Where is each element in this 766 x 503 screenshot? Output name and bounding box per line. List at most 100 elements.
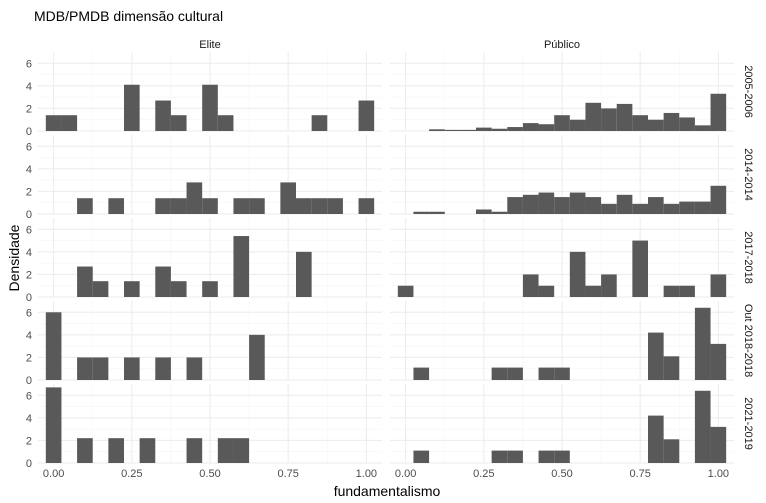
histogram-bar [554,115,570,131]
histogram-bar [108,438,124,463]
histogram-bar [694,307,711,380]
x-tick-label: 0.25 [473,468,494,480]
histogram-bar [186,438,203,463]
histogram-bar [170,198,187,214]
histogram-bar [585,102,602,131]
x-tick-label: 0.75 [629,468,650,480]
y-tick-label: 6 [26,307,32,319]
histogram-bar [77,357,93,380]
histogram-bar [45,387,62,463]
x-tick-label: 0.25 [121,468,142,480]
y-tick-label: 2 [26,352,32,364]
histogram-bar [413,211,430,214]
histogram-bar [710,185,727,214]
histogram-bar [538,367,555,380]
histogram-bar [358,100,375,131]
histogram-bar [507,197,523,214]
histogram-bar [710,93,727,131]
histogram-bar [217,115,234,131]
histogram-bar [507,367,523,380]
y-tick-label: 4 [26,413,32,425]
histogram-bar [710,426,727,463]
histogram-bar [155,357,171,380]
histogram-bar [217,438,234,463]
histogram-bar [155,266,171,297]
histogram-bar [92,281,109,297]
histogram-bar [460,129,476,131]
histogram-bar [648,415,664,463]
histogram-bar [554,367,570,380]
x-tick-label: 0.50 [199,468,220,480]
histogram-bar [538,124,555,131]
histogram-bar [429,129,445,131]
y-tick-label: 2 [26,186,32,198]
histogram-bar [108,198,124,214]
histogram-bar [491,211,508,214]
histogram-bar [476,127,492,131]
histogram-bar [202,281,218,297]
histogram-bar [249,198,265,214]
histogram-bar [476,209,492,214]
histogram-bar [397,285,414,297]
x-tick-label: 1.00 [708,468,729,480]
y-tick-label: 0 [26,126,32,138]
x-tick-label: 0.50 [551,468,572,480]
strip-row-label: 2014-2014 [742,148,754,201]
histogram-bar [280,182,296,214]
histogram-bar [569,119,586,131]
y-tick-label: 4 [26,330,32,342]
histogram-bar [202,84,218,131]
histogram-bar [522,194,539,214]
strip-row-label: 2021-2019 [742,397,754,450]
histogram-bar [616,194,633,214]
histogram-bar [429,211,445,214]
histogram-bar [233,198,250,214]
panel-grid: 0 2 4 6 2005-2006 0 2 4 6 2014-2014 0 2 4 6 2017-2018 0… [26,52,754,480]
histogram-bar [45,312,62,380]
histogram-bar [569,251,586,297]
histogram-bar [694,125,711,131]
histogram-bar [233,438,250,463]
y-tick-label: 0 [26,292,32,304]
histogram-bar [491,128,508,131]
histogram-bar [186,182,203,214]
histogram-bar [679,285,695,297]
histogram-bar [311,198,328,214]
strip-col-elite: Elite [199,39,220,51]
histogram-bar [92,357,109,380]
histogram-bar [124,84,140,131]
histogram-bar [507,127,523,131]
histogram-bar [632,203,648,214]
y-tick-label: 6 [26,224,32,236]
y-tick-label: 6 [26,141,32,153]
strip-col-publico: Público [544,39,580,51]
histogram-bar [522,274,539,297]
histogram-bar [632,240,648,297]
y-tick-label: 4 [26,164,32,176]
histogram-bar [601,203,617,214]
histogram-bar [296,251,312,297]
histogram-bar [585,285,602,297]
histogram-bar [170,115,187,131]
histogram-bar [710,274,727,297]
histogram-bar [648,119,664,131]
histogram-bar [170,281,187,297]
strip-row-label: Out 2018-2018 [742,304,754,377]
histogram-bar [249,334,265,380]
histogram-bar [648,332,664,380]
histogram-bar [554,197,570,214]
histogram-bar [327,198,343,214]
histogram-bar [77,438,93,463]
histogram-bar [554,450,570,463]
y-tick-label: 0 [26,375,32,387]
histogram-bar [444,129,461,131]
histogram-bar [61,115,78,131]
histogram-bar [601,274,617,297]
strip-row-label: 2017-2018 [742,231,754,284]
histogram-bar [139,438,156,463]
x-tick-label: 1.00 [356,468,377,480]
histogram-bar [413,367,430,380]
histogram-bar [710,343,727,380]
y-tick-label: 2 [26,269,32,281]
